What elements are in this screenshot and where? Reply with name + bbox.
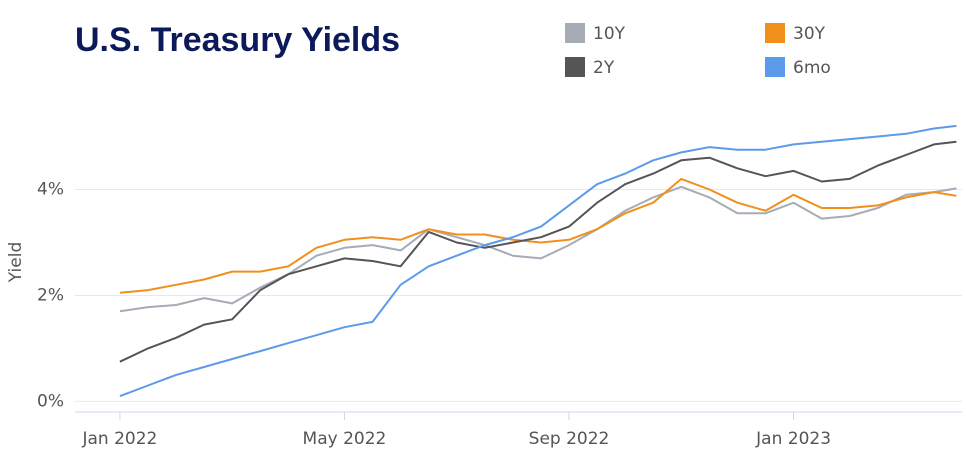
y-tick-label: 0%: [37, 391, 64, 411]
legend-swatch[interactable]: [565, 23, 585, 43]
y-tick-label: 2%: [37, 285, 64, 305]
series-line: [119, 185, 957, 313]
x-tick-label: Sep 2022: [529, 429, 610, 449]
x-tick-label: Jan 2023: [755, 429, 831, 449]
chart-title: U.S. Treasury Yields: [75, 21, 400, 59]
legend-swatch[interactable]: [765, 57, 785, 77]
series-line: [119, 177, 957, 294]
legend-label: 10Y: [593, 24, 626, 44]
legend-label: 2Y: [593, 58, 615, 78]
y-tick-label: 4%: [37, 179, 64, 199]
legend-label: 6mo: [793, 58, 831, 78]
legend-label: 30Y: [793, 24, 826, 44]
series-line: [119, 140, 957, 363]
series-line: [119, 124, 957, 398]
legend-swatch[interactable]: [565, 57, 585, 77]
legend-swatch[interactable]: [765, 23, 785, 43]
y-axis-label: Yield: [6, 242, 26, 283]
x-tick-label: Jan 2022: [81, 429, 157, 449]
x-tick-label: May 2022: [303, 429, 387, 449]
